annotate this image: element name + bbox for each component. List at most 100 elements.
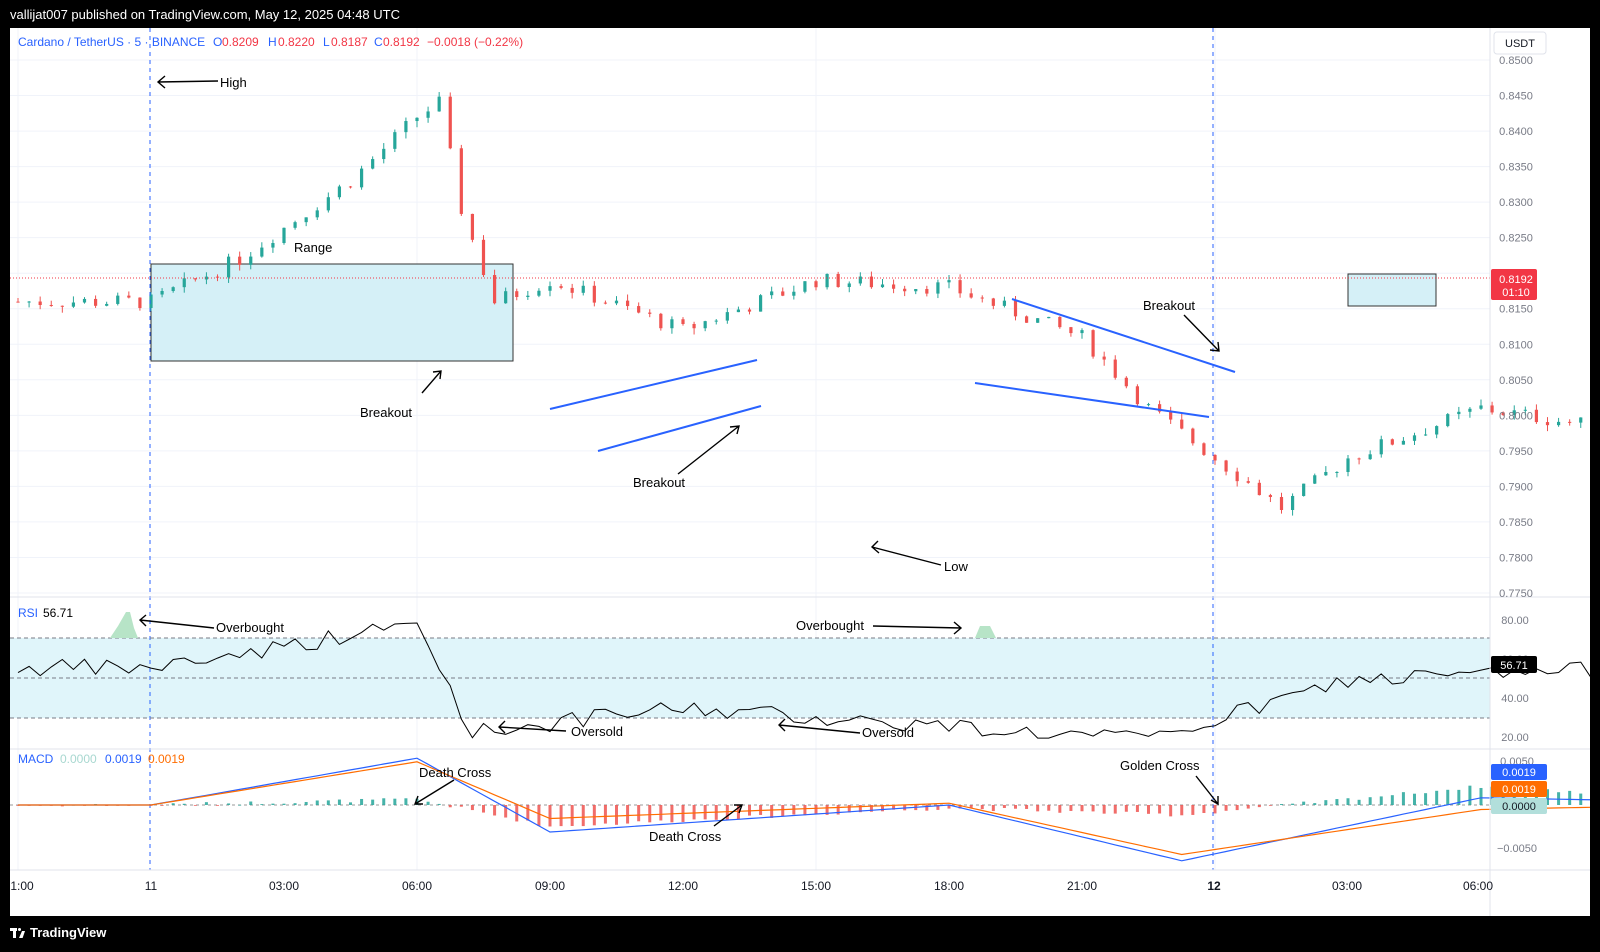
label-overbought-2[interactable]: Overbought: [796, 618, 864, 633]
range-box[interactable]: [150, 263, 514, 362]
channel-lower-line[interactable]: [597, 405, 762, 452]
label-high[interactable]: High: [220, 75, 247, 90]
consolidation-box[interactable]: [1347, 273, 1437, 307]
chart-canvas[interactable]: Cardano / TetherUS · 5 · BINANCE O 0.820…: [10, 28, 1600, 916]
legend-close: 0.8192: [383, 35, 420, 49]
candle-body-98: [1102, 356, 1106, 360]
candle-body-118: [1324, 471, 1328, 476]
currency-button[interactable]: [1493, 31, 1547, 55]
chart-area[interactable]: Cardano / TetherUS · 5 · BINANCE O 0.820…: [10, 28, 1600, 916]
arrow-oversold-1: [498, 720, 567, 734]
candle-body-70: [792, 291, 796, 296]
macd-line: [18, 757, 1600, 862]
macd-hist-bar-29: [337, 799, 341, 805]
signal-line: [18, 761, 1600, 856]
label-breakout-2[interactable]: Breakout: [633, 475, 685, 490]
macd-hist-bar-92: [1036, 805, 1040, 812]
time-axis[interactable]: 1:00 11 03:00 06:00 09:00 12:00 15:00 18…: [10, 879, 1493, 893]
candle-body-102: [1146, 404, 1151, 406]
candle-body-82: [925, 289, 929, 294]
wedge-lower-line[interactable]: [974, 382, 1210, 418]
macd-hist-bar-52: [592, 805, 596, 826]
macd-hist-bar-79: [892, 805, 896, 810]
label-death-cross-1[interactable]: Death Cross: [419, 765, 492, 780]
candle-body-17: [204, 276, 209, 280]
candle-body-21: [249, 256, 253, 265]
macd-hist-bar-103: [1158, 805, 1162, 814]
arrow-breakout-2: [677, 425, 740, 475]
macd-hist-bar-61: [692, 805, 696, 820]
label-oversold-2[interactable]: Oversold: [862, 725, 914, 740]
macd-label[interactable]: MACD: [18, 752, 54, 766]
rsi-label[interactable]: RSI: [18, 606, 38, 620]
candle-body-130: [1457, 411, 1461, 415]
candle-body-121: [1357, 458, 1361, 460]
label-oversold-1[interactable]: Oversold: [571, 724, 623, 739]
label-range[interactable]: Range: [294, 240, 332, 255]
label-breakout-3[interactable]: Breakout: [1143, 298, 1195, 313]
candle-body-88: [991, 298, 995, 306]
macd-hist-bar-40: [459, 805, 463, 807]
macd-hist-bar-124: [1390, 795, 1394, 805]
macd-hist-bar-4: [60, 805, 64, 807]
candle-body-0: [16, 301, 20, 303]
bar-countdown: 01:10: [1502, 287, 1530, 299]
candle-body-60: [681, 319, 685, 324]
macd-hist-bar-76: [858, 805, 862, 813]
macd-hist-bar-115: [1291, 803, 1295, 805]
macd-hist-bar-49: [559, 805, 563, 827]
label-low[interactable]: Low: [944, 559, 968, 574]
candle-body-116: [1302, 483, 1306, 496]
candle-body-68: [770, 291, 774, 296]
tradingview-brand[interactable]: TradingView: [10, 925, 106, 940]
label-breakout-1[interactable]: Breakout: [360, 405, 412, 420]
legend-low: 0.8187: [331, 35, 368, 49]
candle-body-91: [1024, 316, 1029, 323]
macd-hist-bar-14: [171, 803, 175, 805]
macd-hist-bar-38: [437, 803, 441, 805]
macd-hist-bar-106: [1191, 805, 1195, 815]
macd-hist-bar-30: [349, 802, 352, 805]
candle-body-125: [1401, 440, 1406, 445]
label-death-cross-2[interactable]: Death Cross: [649, 829, 722, 844]
candle-body-62: [703, 321, 707, 329]
candle-body-69: [781, 291, 785, 296]
label-golden-cross[interactable]: Golden Cross: [1120, 758, 1200, 773]
channel-upper-line[interactable]: [549, 359, 758, 410]
macd-hist-bar-99: [1113, 805, 1117, 814]
wedge-upper-line[interactable]: [1011, 298, 1236, 373]
price-axis[interactable]: USDT 0.7750 0.7800 0.7850 0.7900 0.7950 0.800…: [1491, 31, 1547, 600]
tradingview-logo-icon: [10, 928, 26, 938]
macd-hist-bar-138: [1546, 789, 1549, 805]
price-tick-6: 0.8050: [1499, 375, 1533, 387]
candle-body-140: [1568, 421, 1572, 423]
candle-body-61: [692, 323, 696, 329]
legend-c-label: C: [374, 35, 383, 49]
candle-body-15: [182, 278, 186, 288]
macd-hist-bar-70: [792, 805, 796, 815]
macd-hist-bar-120: [1346, 798, 1350, 805]
candle-body-11: [138, 297, 142, 309]
label-overbought-1[interactable]: Overbought: [216, 620, 284, 635]
macd-hist-bar-36: [415, 798, 419, 805]
candle-body-139: [1556, 421, 1561, 426]
arrow-death-cross-1: [413, 779, 455, 805]
legend-h-label: H: [268, 35, 277, 49]
macd-hist-bar-104: [1169, 805, 1173, 817]
candle-body-132: [1479, 405, 1483, 409]
candle-body-19: [226, 256, 231, 278]
legend-symbol[interactable]: Cardano / TetherUS · 5 · BINANCE: [18, 35, 205, 49]
macd-hist-bar-91: [1025, 805, 1029, 809]
macd-hist-bar-68: [770, 805, 774, 818]
candle-body-113: [1268, 495, 1273, 498]
macd-hist-bar-13: [160, 805, 164, 806]
macd-hist-bar-71: [803, 805, 807, 816]
macd-hist-bar-86: [969, 805, 973, 809]
rsi-value-badge: [1491, 656, 1537, 673]
macd-hist-bar-21: [249, 801, 253, 805]
candle-body-63: [714, 320, 718, 322]
arrow-breakout-3: [1183, 314, 1220, 352]
rsi-tick-40: 40.00: [1501, 693, 1529, 705]
candle-body-3: [49, 304, 53, 306]
arrow-low: [870, 540, 942, 566]
